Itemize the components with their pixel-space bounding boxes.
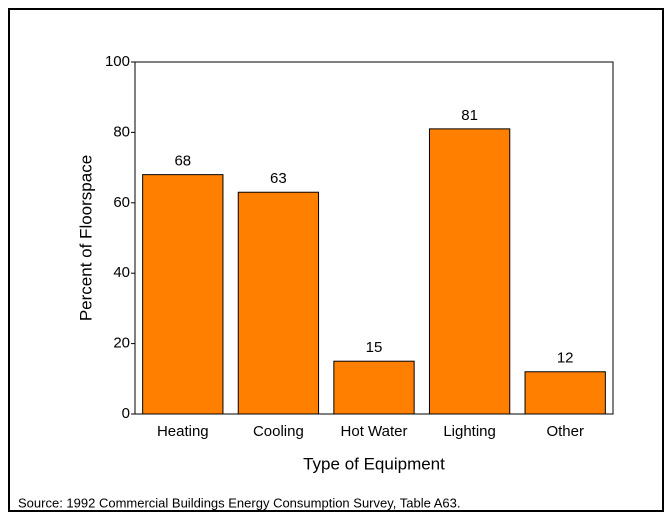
x-tick-label: Hot Water <box>341 423 408 440</box>
bar <box>142 174 224 415</box>
x-tick-label: Heating <box>157 423 209 440</box>
data-label: 15 <box>366 339 383 356</box>
data-label: 63 <box>270 170 287 187</box>
y-tick-label: 80 <box>113 123 130 140</box>
y-tick-label: 20 <box>113 335 130 352</box>
y-tick-label: 40 <box>113 264 130 281</box>
source-note: Source: 1992 Commercial Buildings Energy… <box>18 495 460 510</box>
x-tick-label: Lighting <box>443 423 496 440</box>
bar <box>524 371 606 415</box>
data-label: 68 <box>174 153 191 170</box>
data-label: 81 <box>461 107 478 124</box>
data-label: 12 <box>557 350 574 367</box>
y-tick-label: 60 <box>113 194 130 211</box>
x-tick-label: Cooling <box>253 423 304 440</box>
y-tick-label: 100 <box>105 53 130 70</box>
bar <box>428 128 511 415</box>
x-tick-label: Other <box>546 423 584 440</box>
x-axis-label: Type of Equipment <box>303 454 445 473</box>
bar <box>237 191 320 415</box>
y-axis-label: Percent of Floorspace <box>76 155 95 321</box>
y-tick-label: 0 <box>122 405 130 422</box>
frame <box>8 8 664 512</box>
bar <box>333 360 415 415</box>
